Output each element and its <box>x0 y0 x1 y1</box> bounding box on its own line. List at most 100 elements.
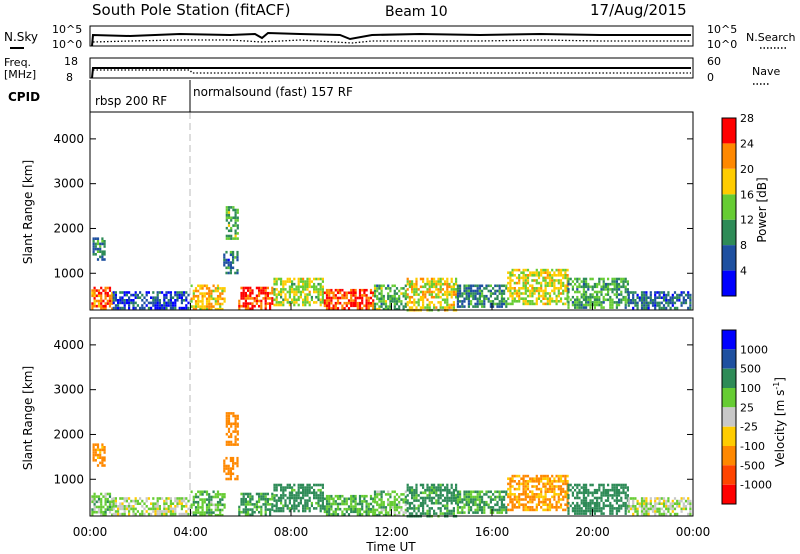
velocity-cell <box>682 507 685 511</box>
power-cell <box>524 292 527 295</box>
velocity-cell <box>419 483 422 487</box>
power-cell <box>350 288 353 292</box>
velocity-cell <box>373 513 377 517</box>
velocity-cell <box>687 497 690 500</box>
velocity-cell <box>478 500 481 504</box>
nave-label: Nave <box>752 65 780 78</box>
power-cell <box>542 292 545 295</box>
velocity-cell <box>620 496 623 500</box>
velocity-cell <box>315 483 318 487</box>
velocity-cell <box>662 497 666 500</box>
velocity-cell <box>264 497 267 501</box>
velocity-cell <box>288 494 291 497</box>
power-cell <box>398 294 401 298</box>
velocity-cell <box>216 490 220 494</box>
power-cell <box>91 294 94 298</box>
power-cell <box>518 297 521 300</box>
velocity-cell <box>551 490 554 493</box>
velocity-cell <box>104 510 107 514</box>
power-cell <box>665 299 668 302</box>
power-cell <box>367 301 370 305</box>
power-cell <box>481 300 484 303</box>
velocity-cell <box>624 512 627 515</box>
velocity-cell <box>629 497 633 500</box>
velocity-cell <box>163 507 166 511</box>
velocity-cell <box>566 498 569 501</box>
velocity-cell <box>234 435 237 439</box>
velocity-cell <box>199 513 202 517</box>
velocity-cell <box>651 507 655 511</box>
velocity-cell <box>411 507 414 510</box>
velocity-cell <box>593 501 596 505</box>
velocity-cell <box>373 498 377 501</box>
velocity-cell <box>658 499 661 503</box>
power-cell <box>492 302 495 306</box>
power-cell <box>531 302 534 306</box>
velocity-cell <box>277 496 280 500</box>
velocity-cell <box>163 512 166 516</box>
power-cell <box>221 287 224 290</box>
power-cell <box>242 304 245 308</box>
velocity-cell <box>315 507 318 510</box>
velocity-cell <box>636 499 639 503</box>
power-cell <box>562 302 565 306</box>
power-cell <box>380 300 383 303</box>
power-cell <box>513 297 516 300</box>
power-cell <box>315 301 318 304</box>
velocity-cell <box>562 487 565 491</box>
power-cell <box>626 288 629 291</box>
power-cell <box>339 296 342 300</box>
velocity-cell <box>242 503 245 506</box>
power-cell <box>339 291 342 295</box>
power-cell <box>280 293 283 296</box>
velocity-cell <box>205 503 209 507</box>
power-cell <box>489 289 492 293</box>
velocity-cell <box>302 483 305 487</box>
power-cell <box>615 295 618 299</box>
velocity-cell <box>503 506 506 509</box>
power-cell <box>413 288 416 291</box>
velocity-cell <box>104 497 107 501</box>
velocity-cell <box>291 494 294 497</box>
power-cell <box>277 301 280 304</box>
velocity-cell <box>456 500 459 504</box>
power-cell <box>232 216 235 220</box>
power-cell <box>205 292 209 295</box>
power-cell <box>446 298 449 302</box>
power-cell <box>201 284 204 288</box>
velocity-cell <box>542 477 545 480</box>
velocity-cell <box>356 502 359 506</box>
velocity-cell <box>384 493 388 496</box>
power-cell <box>566 284 569 287</box>
velocity-cell <box>103 451 106 454</box>
power-cell <box>101 253 104 256</box>
power-cell <box>297 285 300 289</box>
velocity-cell <box>481 498 484 501</box>
velocity-cell <box>219 513 222 517</box>
velocity-cell <box>103 464 106 467</box>
power-cell <box>533 287 536 290</box>
power-cell <box>430 280 433 283</box>
velocity-cell <box>607 504 610 508</box>
power-cell <box>100 299 103 303</box>
velocity-cell <box>205 490 209 494</box>
power-cell <box>216 284 220 288</box>
power-cell <box>258 294 261 298</box>
velocity-cell <box>658 512 661 516</box>
velocity-cell <box>456 508 459 512</box>
power-cell <box>169 301 172 305</box>
power-cell <box>645 301 648 305</box>
power-cell <box>382 300 385 303</box>
velocity-cell <box>308 488 311 492</box>
power-cell <box>141 306 144 310</box>
velocity-cell <box>566 480 569 483</box>
velocity-cell <box>526 482 530 486</box>
power-cell <box>455 295 458 299</box>
velocity-cell <box>255 503 258 506</box>
power-cell <box>513 268 516 272</box>
velocity-cell <box>671 507 674 511</box>
velocity-cell <box>356 507 359 511</box>
velocity-cell <box>393 506 396 509</box>
velocity-cell <box>548 482 552 486</box>
